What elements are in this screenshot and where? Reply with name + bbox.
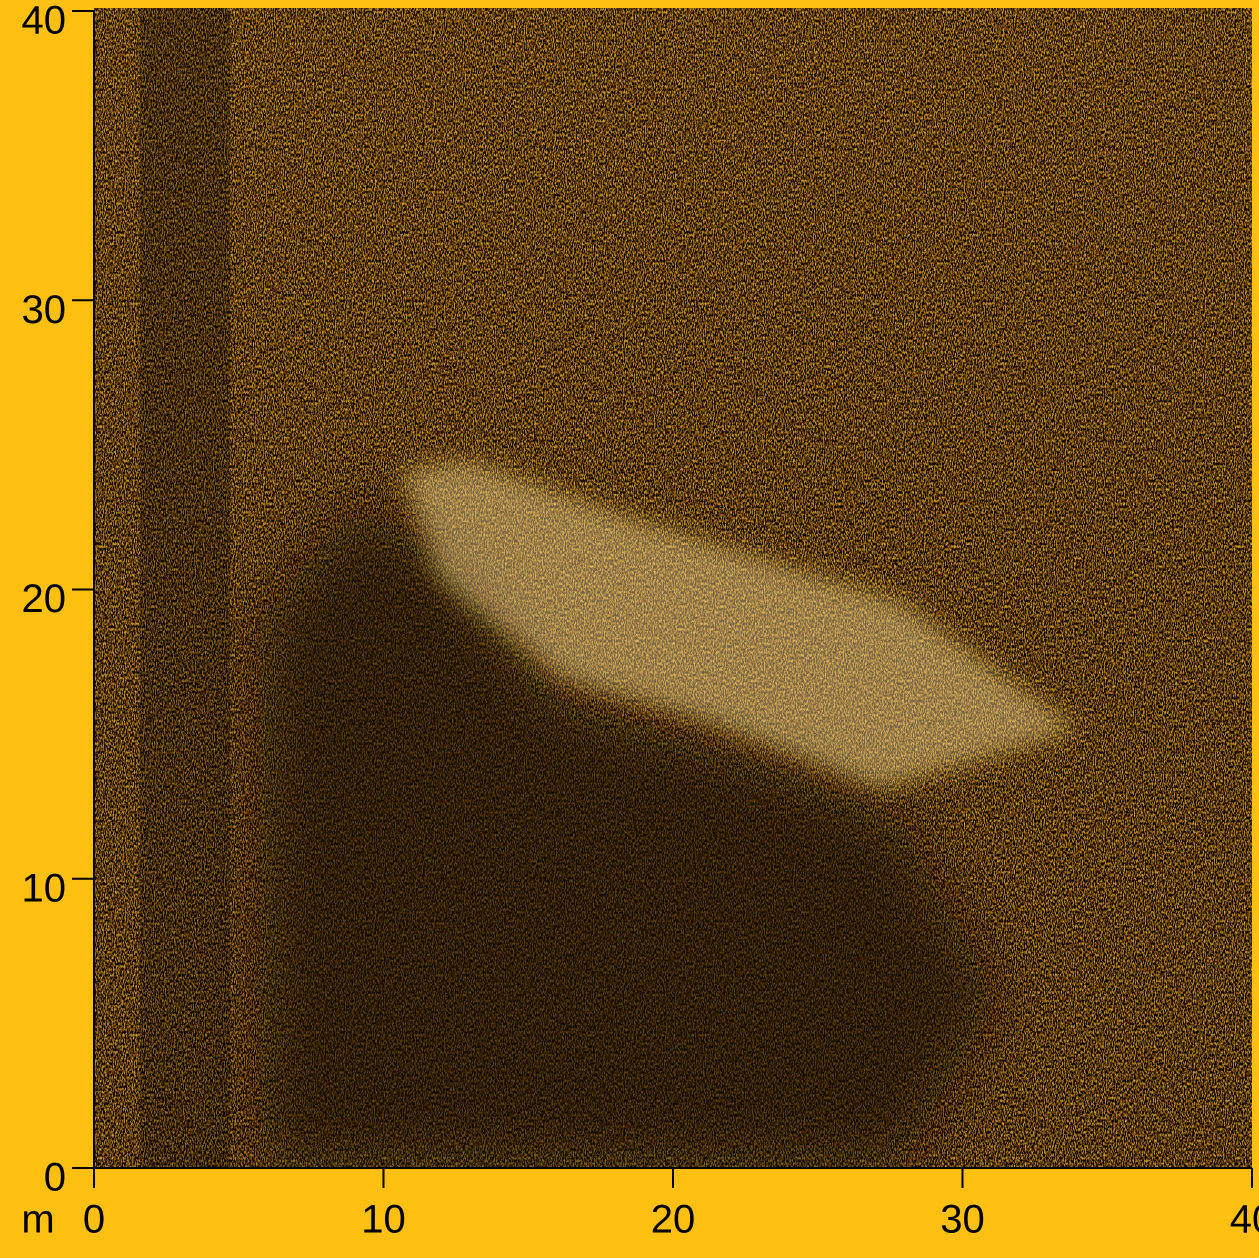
x-tick-label: 0 <box>83 1198 105 1242</box>
y-tick-label: 0 <box>44 1156 66 1200</box>
x-tick-label: 30 <box>940 1198 985 1242</box>
x-tick-label: 10 <box>361 1198 406 1242</box>
unit-label: m <box>21 1198 54 1242</box>
x-tick-label: 40 <box>1230 1198 1259 1242</box>
x-tick-label: 20 <box>651 1198 696 1242</box>
y-tick-label: 40 <box>22 0 67 43</box>
y-tick-label: 30 <box>22 288 67 332</box>
sonar-image <box>94 8 1252 1168</box>
y-tick-label: 20 <box>22 577 67 621</box>
y-tick-label: 10 <box>22 866 67 910</box>
